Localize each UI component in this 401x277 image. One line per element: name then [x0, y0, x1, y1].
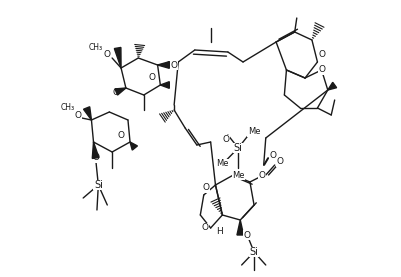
Text: Me: Me: [247, 127, 260, 137]
Text: O: O: [112, 88, 119, 96]
Polygon shape: [160, 82, 169, 88]
Polygon shape: [114, 47, 121, 68]
Text: Si: Si: [249, 247, 258, 257]
Text: O: O: [74, 111, 81, 119]
Text: O: O: [258, 171, 265, 179]
Text: H: H: [216, 227, 223, 237]
Text: CH₃: CH₃: [61, 104, 75, 112]
Polygon shape: [130, 142, 137, 150]
Polygon shape: [327, 82, 336, 90]
Text: Si: Si: [233, 143, 242, 153]
Text: O: O: [223, 135, 229, 145]
Text: O: O: [275, 158, 282, 166]
Text: O: O: [317, 50, 324, 60]
Text: O: O: [243, 230, 250, 240]
Text: O: O: [201, 224, 208, 232]
Text: Si: Si: [94, 180, 103, 190]
Polygon shape: [236, 220, 243, 235]
Text: O: O: [269, 150, 275, 160]
Text: Me: Me: [216, 160, 228, 168]
Text: O: O: [103, 50, 111, 60]
Text: CH₃: CH₃: [88, 43, 102, 53]
Text: O: O: [170, 60, 177, 70]
Text: O: O: [92, 153, 99, 163]
Polygon shape: [115, 88, 126, 95]
Text: O: O: [202, 183, 209, 193]
Text: O: O: [148, 73, 155, 83]
Polygon shape: [83, 107, 91, 120]
Text: O: O: [117, 130, 124, 140]
Text: Me: Me: [231, 171, 244, 179]
Polygon shape: [92, 142, 99, 158]
Text: O: O: [165, 60, 172, 70]
Text: O: O: [317, 65, 324, 75]
Polygon shape: [157, 62, 169, 68]
